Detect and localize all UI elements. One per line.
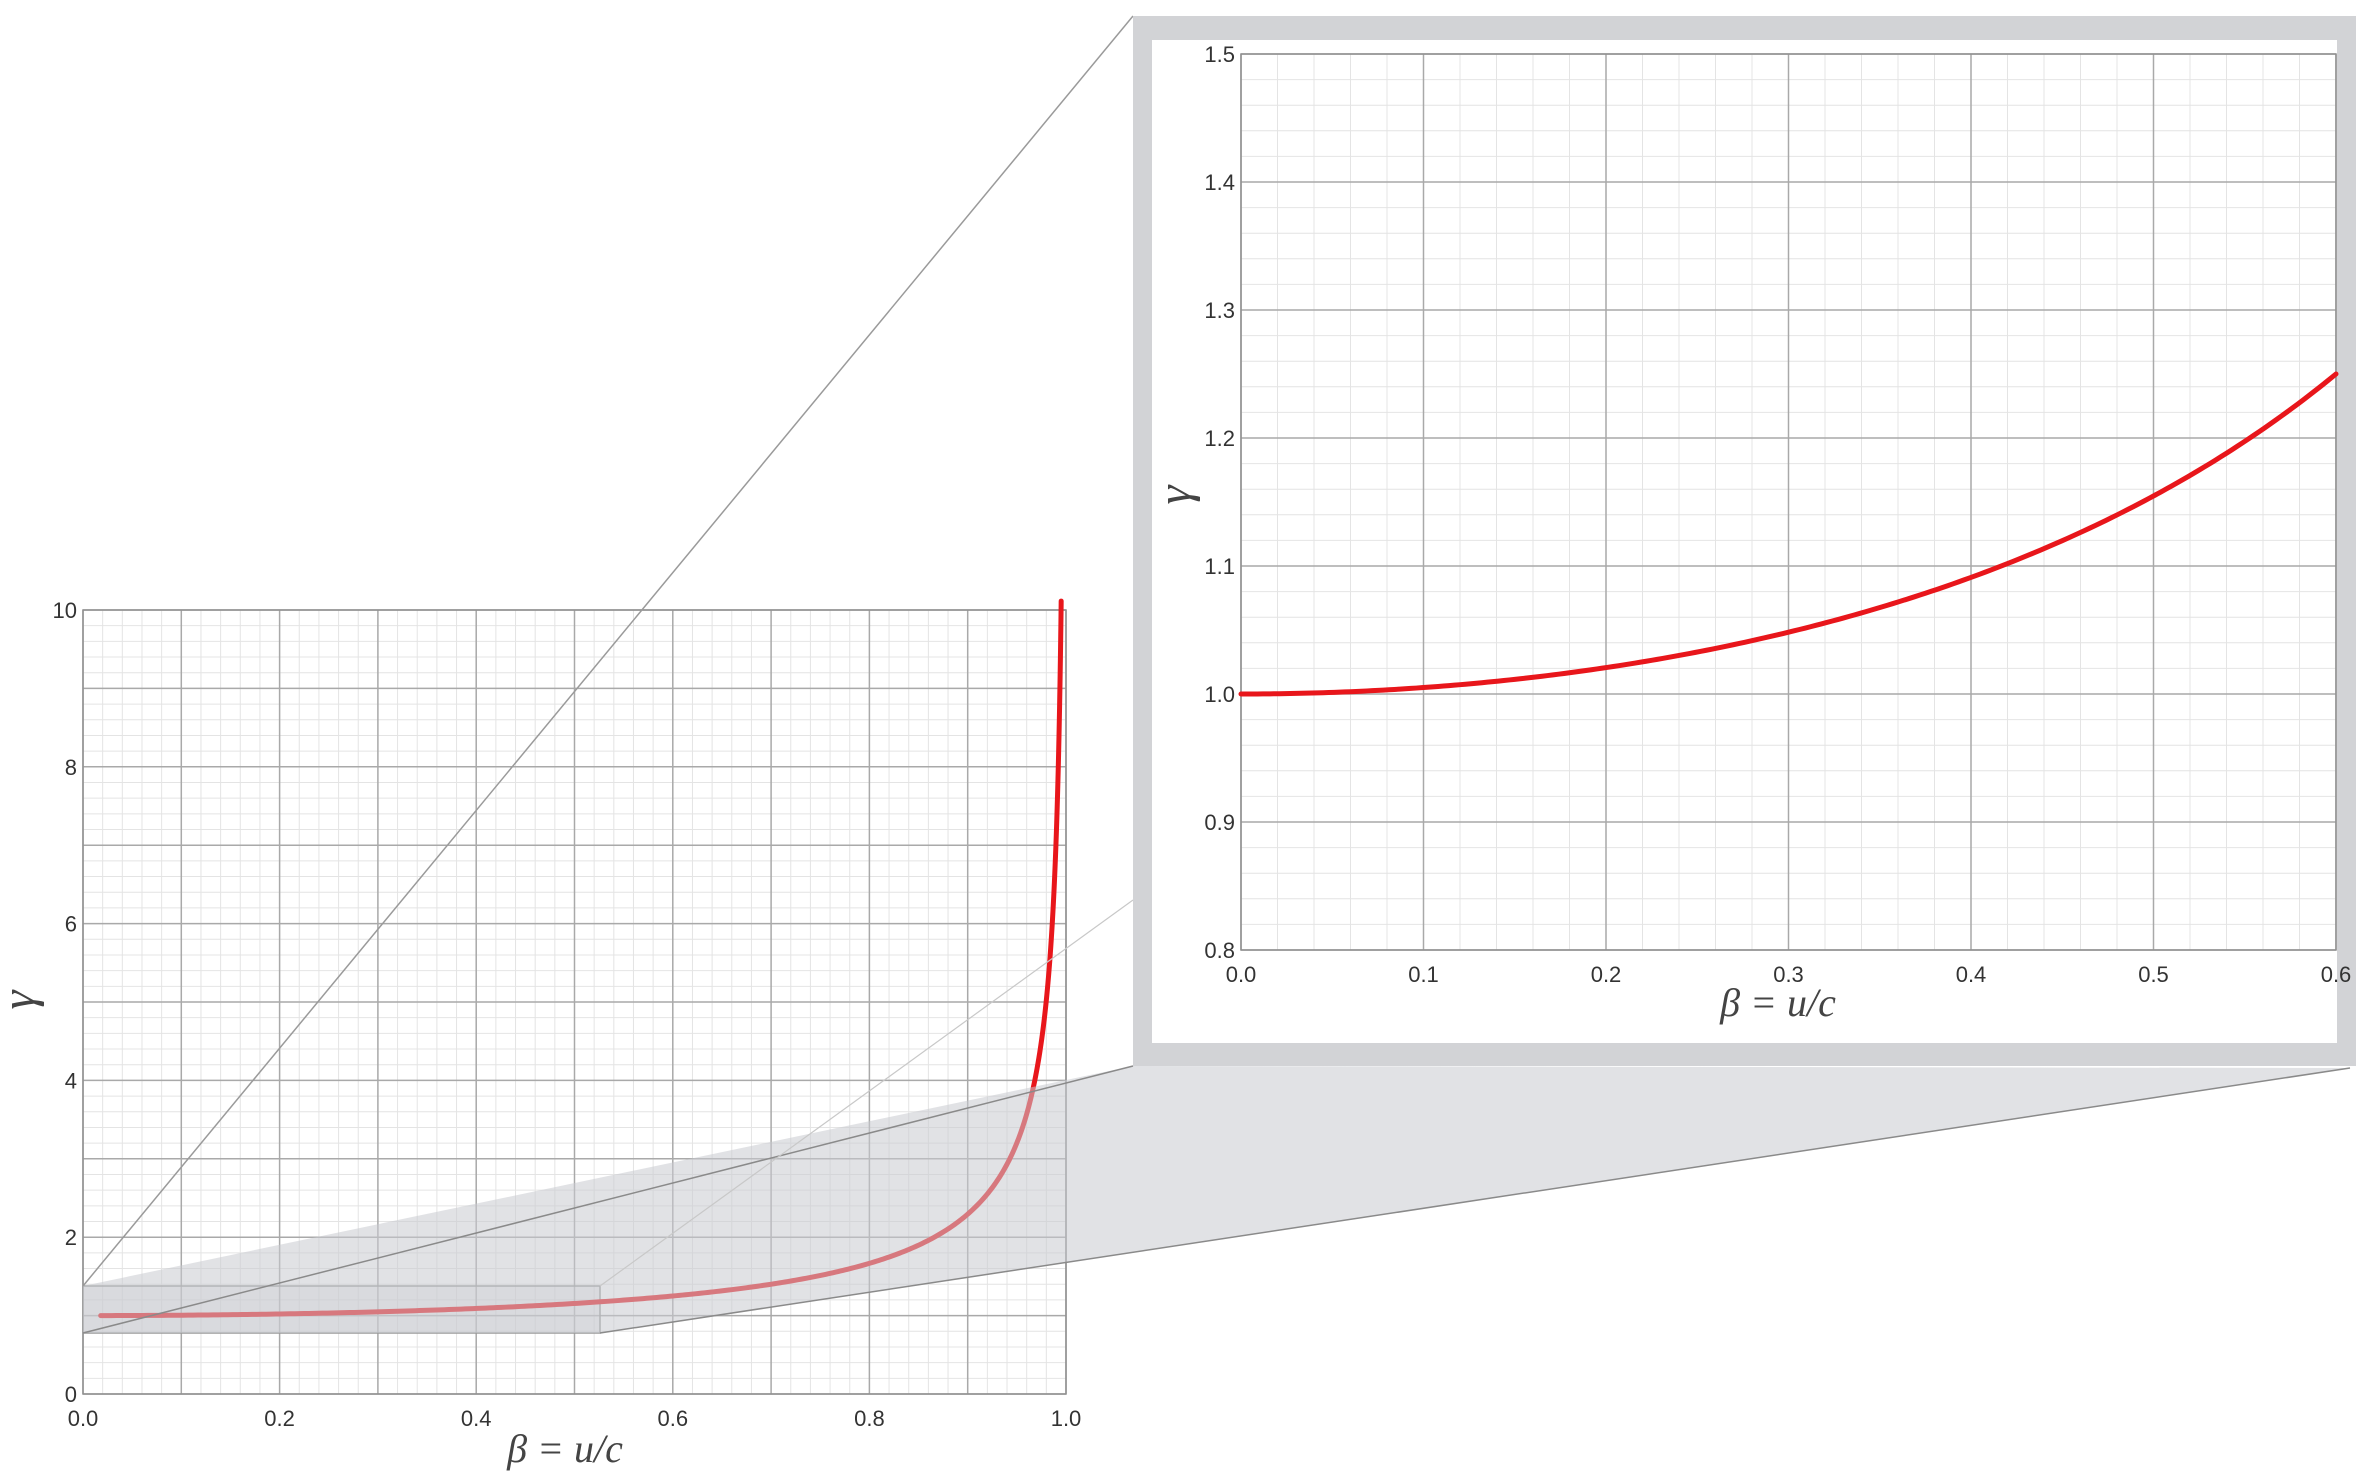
y-tick-label: 1.1 bbox=[1204, 554, 1235, 579]
main-x-axis-label: β = u/c bbox=[506, 1426, 623, 1471]
y-tick-label: 6 bbox=[65, 912, 77, 937]
x-tick-label: 0.0 bbox=[1226, 962, 1257, 987]
main-y-tick-labels: 0 2 4 6 8 10 bbox=[53, 598, 77, 1407]
y-tick-label: 10 bbox=[53, 598, 77, 623]
connector-line bbox=[599, 899, 1134, 1287]
x-tick-label: 0.4 bbox=[1956, 962, 1987, 987]
x-tick-label: 0.2 bbox=[1591, 962, 1622, 987]
x-tick-label: 1.0 bbox=[1051, 1406, 1082, 1431]
y-tick-label: 1.3 bbox=[1204, 298, 1235, 323]
y-tick-label: 0.8 bbox=[1204, 938, 1235, 963]
x-tick-label: 0.1 bbox=[1408, 962, 1439, 987]
plot-border bbox=[82, 609, 1067, 1395]
connector-line bbox=[82, 1065, 1134, 1334]
zoom-connectors bbox=[82, 15, 2351, 1334]
x-tick-label: 0.5 bbox=[2138, 962, 2169, 987]
y-tick-label: 1.2 bbox=[1204, 426, 1235, 451]
inset-y-tick-labels: 0.8 0.9 1.0 1.1 1.2 1.3 1.4 1.5 bbox=[1204, 42, 1235, 963]
plot-border bbox=[1240, 53, 2337, 951]
main-y-axis-label: γ bbox=[0, 989, 45, 1009]
inset-y-axis-label: γ bbox=[1148, 484, 1201, 504]
x-tick-label: 0.6 bbox=[658, 1406, 689, 1431]
x-tick-label: 0.6 bbox=[2321, 962, 2352, 987]
y-tick-label: 1.0 bbox=[1204, 682, 1235, 707]
connector-line bbox=[599, 1067, 2351, 1334]
inset-chart: 0.0 0.1 0.2 0.3 0.4 0.5 0.6 0.8 0.9 1.0 1.1 1.2 1.3… bbox=[1133, 16, 2356, 1066]
inset-gamma-curve bbox=[1238, 371, 2339, 697]
y-tick-label: 8 bbox=[65, 755, 77, 780]
x-tick-label: 0.2 bbox=[264, 1406, 295, 1431]
main-x-tick-labels: 0.0 0.2 0.4 0.6 0.8 1.0 bbox=[68, 1406, 1082, 1431]
y-tick-label: 2 bbox=[65, 1225, 77, 1250]
y-tick-label: 0 bbox=[65, 1382, 77, 1407]
main-chart: 0.0 0.2 0.4 0.6 0.8 1.0 0 2 4 6 8 10 β = u/c γ bbox=[0, 598, 1081, 1471]
zoom-projection-wedge bbox=[83, 1066, 2350, 1333]
x-tick-label: 0.0 bbox=[68, 1406, 99, 1431]
inset-panel bbox=[1152, 40, 2337, 1043]
x-tick-label: 0.4 bbox=[461, 1406, 492, 1431]
y-tick-label: 0.9 bbox=[1204, 810, 1235, 835]
x-tick-label: 0.8 bbox=[854, 1406, 885, 1431]
y-tick-label: 1.5 bbox=[1204, 42, 1235, 67]
y-tick-label: 1.4 bbox=[1204, 170, 1235, 195]
y-tick-label: 4 bbox=[65, 1068, 77, 1093]
inset-x-axis-label: β = u/c bbox=[1719, 980, 1836, 1025]
inset-grid bbox=[1240, 53, 2337, 951]
connector-line bbox=[82, 15, 1134, 1287]
x-tick-label: 0.3 bbox=[1773, 962, 1804, 987]
inset-x-tick-labels: 0.0 0.1 0.2 0.3 0.4 0.5 0.6 bbox=[1226, 962, 2352, 987]
